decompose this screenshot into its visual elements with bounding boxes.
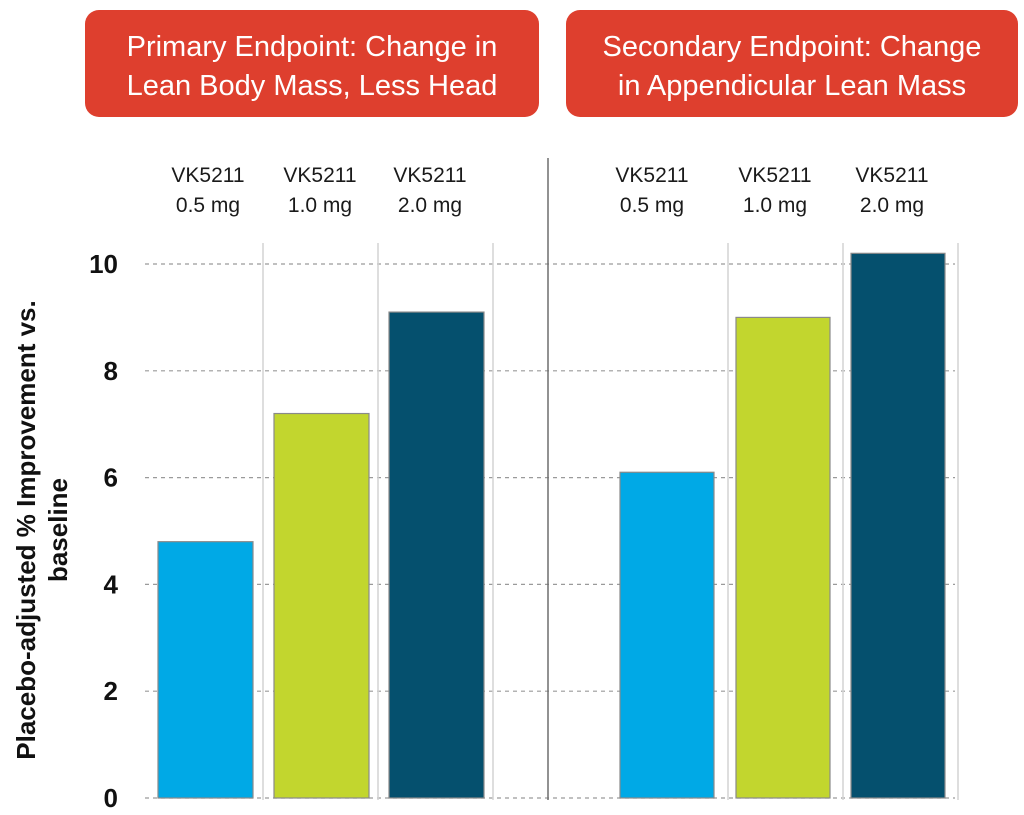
y-tick-label: 6 xyxy=(104,463,118,493)
panel-headers: Primary Endpoint: Change in Lean Body Mas… xyxy=(85,10,1018,117)
gridlines xyxy=(145,158,959,800)
y-tick-label: 8 xyxy=(104,356,118,386)
y-axis-label: baseline xyxy=(43,478,73,582)
bar xyxy=(388,311,485,799)
bar xyxy=(850,252,946,799)
y-tick-label: 2 xyxy=(104,676,118,706)
category-label: 1.0 mg xyxy=(743,194,807,217)
category-label: VK5211 xyxy=(855,164,928,187)
category-label: VK5211 xyxy=(171,164,244,187)
category-label: 0.5 mg xyxy=(176,194,240,217)
category-label: VK5211 xyxy=(615,164,688,187)
category-label: VK5211 xyxy=(283,164,356,187)
bar xyxy=(735,316,831,799)
panel-header-badge xyxy=(85,10,539,117)
bars xyxy=(157,252,946,799)
y-tick-label: 0 xyxy=(104,783,118,813)
y-tick-label: 10 xyxy=(89,249,118,279)
panel-title-line: Secondary Endpoint: Change xyxy=(603,31,982,63)
y-axis-label: Placebo-adjusted % Improvement vs. xyxy=(11,300,41,759)
category-label: VK5211 xyxy=(738,164,811,187)
category-label: 2.0 mg xyxy=(398,194,462,217)
category-label: 1.0 mg xyxy=(288,194,352,217)
panel-title-line: Lean Body Mass, Less Head xyxy=(127,70,498,102)
category-label: 2.0 mg xyxy=(860,194,924,217)
bar xyxy=(157,541,254,799)
y-tick-label: 4 xyxy=(104,569,119,599)
bar xyxy=(619,471,715,799)
category-label: 0.5 mg xyxy=(620,194,684,217)
panel-header-badge xyxy=(566,10,1018,117)
bar xyxy=(273,412,370,799)
panel-title-line: Primary Endpoint: Change in xyxy=(127,31,498,63)
labels: 0 2 4 6 8 10 VK5211 0.5 mg VK5211 1.0 mg VK5211 2.0… xyxy=(11,164,929,813)
category-label: VK5211 xyxy=(393,164,466,187)
panel-title-line: in Appendicular Lean Mass xyxy=(618,70,966,102)
